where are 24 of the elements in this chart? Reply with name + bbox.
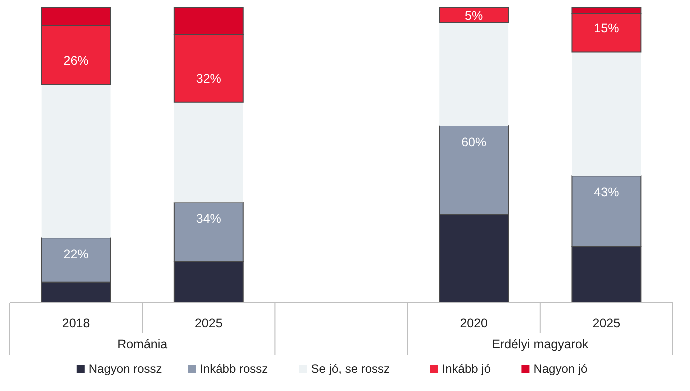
text: Románia bbox=[118, 337, 168, 352]
x-tick-label: 2018 bbox=[62, 316, 90, 330]
annotation: 22% bbox=[64, 247, 89, 262]
legend-label: Inkább jó bbox=[442, 362, 492, 376]
x-tick-label: 2025 bbox=[194, 316, 223, 330]
bar bbox=[439, 8, 510, 24]
legend-label: Nagyon jó bbox=[534, 362, 588, 376]
bar bbox=[440, 22, 509, 126]
annotation: 15% bbox=[594, 22, 620, 36]
legend-label: Se jó, se rossz bbox=[311, 362, 390, 376]
bar bbox=[174, 102, 244, 203]
bar bbox=[572, 52, 642, 176]
x-tick-label: 2025 bbox=[592, 316, 621, 330]
x-tick-label: 2020 bbox=[460, 316, 488, 330]
legend-label: Inkább rossz bbox=[200, 362, 268, 376]
annotation: 5% bbox=[465, 8, 484, 23]
annotation: 43% bbox=[594, 186, 620, 200]
annotation: 60% bbox=[462, 135, 487, 150]
annotation: 26% bbox=[64, 54, 89, 68]
bar bbox=[42, 84, 111, 238]
annotation: 32% bbox=[196, 72, 222, 86]
legend-label: Nagyon rossz bbox=[88, 362, 162, 376]
annotation: 34% bbox=[196, 212, 222, 226]
text: Erdélyi magyarok bbox=[492, 337, 590, 352]
